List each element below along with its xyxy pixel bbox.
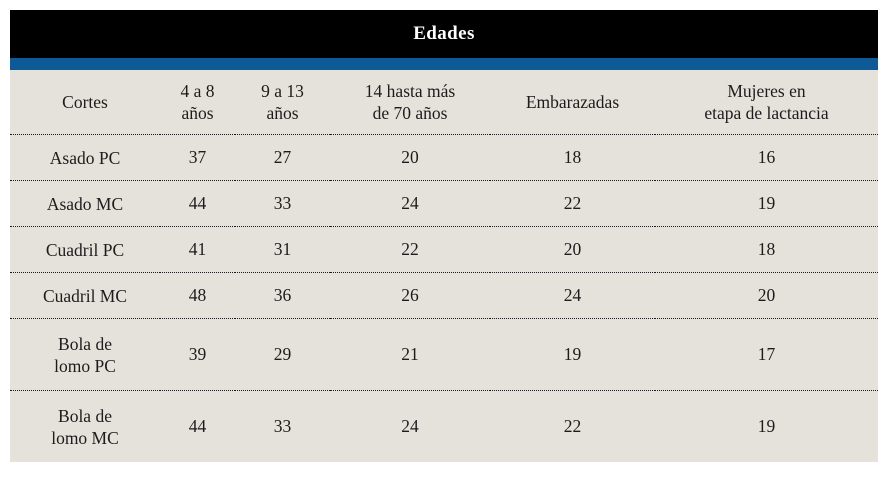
row-label-line: Cuadril MC <box>42 285 128 306</box>
column-header-cortes: Cortes <box>10 70 160 135</box>
cell: 44 <box>160 180 235 227</box>
cell: 24 <box>490 272 655 319</box>
row-label-line: lomo MC <box>51 427 119 448</box>
cell: 24 <box>401 416 419 436</box>
cell: 20 <box>655 272 878 319</box>
cell: 19 <box>757 416 776 436</box>
cell: 16 <box>655 134 878 181</box>
row-label: Asado PC <box>10 134 160 181</box>
cell: 18 <box>655 226 878 273</box>
cell: 44 <box>188 416 207 436</box>
cell: 36 <box>235 272 330 319</box>
row-label: Bola de lomo PC <box>10 318 160 391</box>
row-label: Cuadril MC <box>10 272 160 319</box>
table-row-asado-mc: Asado MC 44 33 24 22 19 <box>10 180 878 227</box>
column-header-label: años <box>181 103 214 123</box>
row-label-line: lomo PC <box>54 355 116 376</box>
column-header-label: etapa de lactancia <box>704 103 829 123</box>
table-row-asado-pc: Asado PC 37 27 20 18 16 <box>10 134 878 181</box>
cell: 26 <box>330 272 490 319</box>
cell: 27 <box>235 134 330 181</box>
cell: 37 <box>160 134 235 181</box>
column-header-embarazadas: Embarazadas <box>490 70 655 135</box>
table-title-bar: Edades <box>10 10 878 58</box>
table-title: Edades <box>413 23 475 44</box>
row-label: Cuadril PC <box>10 226 160 273</box>
data-table: Cortes 4 a 8 años 9 a 13 años 14 hasta m… <box>10 70 878 462</box>
column-header-label: años <box>266 103 299 123</box>
edades-table-panel: Edades Cortes 4 a 8 <box>10 10 878 462</box>
cell: 22 <box>330 226 490 273</box>
cell: 33 <box>235 180 330 227</box>
cell: 22 <box>563 416 582 436</box>
cell: 20 <box>490 226 655 273</box>
cell: 22 <box>490 180 655 227</box>
cell: 19 <box>490 318 655 391</box>
cell: 21 <box>330 318 490 391</box>
cell: 24 <box>330 180 490 227</box>
row-label-line: Asado PC <box>49 147 121 168</box>
column-header-label: de 70 años <box>372 103 448 123</box>
cell: 41 <box>160 226 235 273</box>
row-label: Bola de lomo MC <box>10 391 160 463</box>
column-header-label: 4 a 8 <box>180 81 215 101</box>
row-label-line: Bola de <box>58 405 112 426</box>
row-label-line: Asado MC <box>46 193 124 214</box>
cell: 33 <box>273 416 292 436</box>
header-row: Cortes 4 a 8 años 9 a 13 años 14 hasta m… <box>10 70 878 135</box>
cell: 17 <box>655 318 878 391</box>
row-label-line: Cuadril PC <box>45 239 125 260</box>
column-header-label: 9 a 13 <box>261 81 304 101</box>
row-label-line: Bola de <box>58 333 112 354</box>
cell: 19 <box>655 180 878 227</box>
column-header-label: Embarazadas <box>525 92 620 112</box>
cell: 18 <box>490 134 655 181</box>
column-header-label: Cortes <box>62 92 108 112</box>
table-row-bola-de-lomo-pc: Bola de lomo PC 39 29 21 19 17 <box>10 318 878 391</box>
table-row-cuadril-pc: Cuadril PC 41 31 22 20 18 <box>10 226 878 273</box>
cell: 48 <box>160 272 235 319</box>
cell: 31 <box>235 226 330 273</box>
column-header-9-a-13-anos: 9 a 13 años <box>235 70 330 135</box>
table-row-cuadril-mc: Cuadril MC 48 36 26 24 20 <box>10 272 878 319</box>
cell: 39 <box>160 318 235 391</box>
column-header-label: 14 hasta más <box>364 81 456 101</box>
column-header-mujeres-en-etapa-de-lactancia: Mujeres en etapa de lactancia <box>655 70 878 135</box>
column-header-label: Mujeres en <box>727 81 806 101</box>
accent-bar <box>10 58 878 70</box>
table-row-bola-de-lomo-mc: Bola de lomo MC 44 33 24 22 19 <box>10 391 878 463</box>
column-header-14-hasta-mas-de-70-anos: 14 hasta más de 70 años <box>330 70 490 135</box>
cell: 29 <box>235 318 330 391</box>
cell: 20 <box>330 134 490 181</box>
column-header-4-a-8-anos: 4 a 8 años <box>160 70 235 135</box>
row-label: Asado MC <box>10 180 160 227</box>
